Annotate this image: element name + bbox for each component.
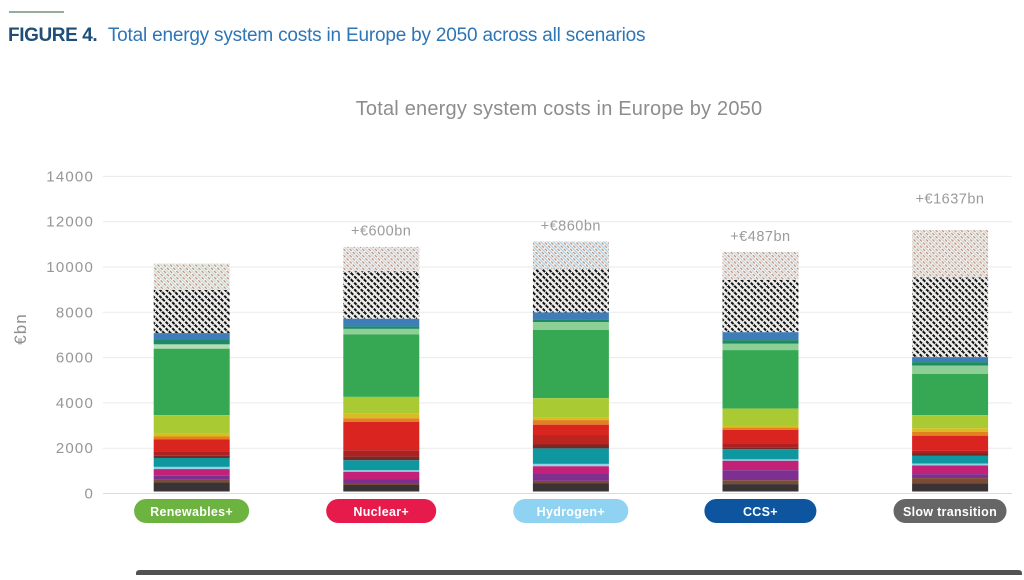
svg-text:10000: 10000 <box>46 259 94 276</box>
svg-text:12000: 12000 <box>46 214 94 231</box>
svg-text:Slow transition: Slow transition <box>903 505 997 519</box>
svg-text:8000: 8000 <box>56 304 94 321</box>
svg-text:0: 0 <box>84 486 94 503</box>
svg-text:+€487bn: +€487bn <box>730 229 790 245</box>
svg-text:Renewables+: Renewables+ <box>150 505 233 519</box>
svg-text:Total energy system costs in E: Total energy system costs in Europe by 2… <box>356 98 763 120</box>
svg-text:+€600bn: +€600bn <box>351 224 411 240</box>
svg-text:CCS+: CCS+ <box>743 505 778 519</box>
svg-text:14000: 14000 <box>46 168 94 185</box>
svg-text:Hydrogen+: Hydrogen+ <box>537 505 605 519</box>
svg-text:4000: 4000 <box>56 395 94 412</box>
svg-text:€bn: €bn <box>11 313 30 344</box>
svg-text:+€1637bn: +€1637bn <box>916 192 985 208</box>
svg-text:+€860bn: +€860bn <box>541 218 601 234</box>
svg-text:6000: 6000 <box>56 350 94 367</box>
svg-text:Nuclear+: Nuclear+ <box>353 505 409 519</box>
svg-text:2000: 2000 <box>56 440 94 457</box>
